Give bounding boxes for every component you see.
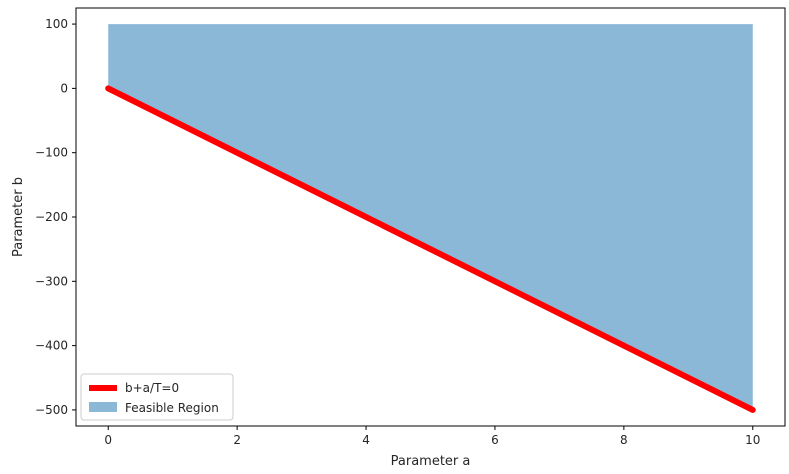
plot-area: [105, 24, 756, 413]
axes: 0 2 4 6 8 10 100 0 −100 −200 −300 −400 −500: [35, 7, 786, 447]
y-axis-label: Parameter b: [11, 177, 26, 257]
feasible-region-area: [108, 24, 753, 410]
y-tick-label: −100: [35, 146, 68, 160]
y-tick-label: 100: [45, 17, 68, 31]
boundary-line: [105, 85, 756, 413]
legend-label-line: b+a/T=0: [125, 381, 179, 395]
x-tick-label: 4: [362, 433, 370, 447]
y-tick-label: −200: [35, 210, 68, 224]
legend-label-fill: Feasible Region: [125, 401, 219, 415]
y-tick-label: −300: [35, 274, 68, 288]
x-tick-label: 6: [491, 433, 499, 447]
y-tick-label: −500: [35, 403, 68, 417]
x-tick-label: 0: [104, 433, 112, 447]
legend-fill-swatch: [89, 402, 117, 412]
legend-box: [80, 373, 234, 421]
x-tick-label: 10: [745, 433, 760, 447]
x-tick-label: 8: [620, 433, 628, 447]
legend: b+a/T=0 Feasible Region: [80, 373, 234, 421]
x-tick-label: 2: [233, 433, 241, 447]
y-tick-label: 0: [60, 81, 68, 95]
y-tick-label: −400: [35, 339, 68, 353]
x-axis-label: Parameter a: [391, 454, 471, 469]
